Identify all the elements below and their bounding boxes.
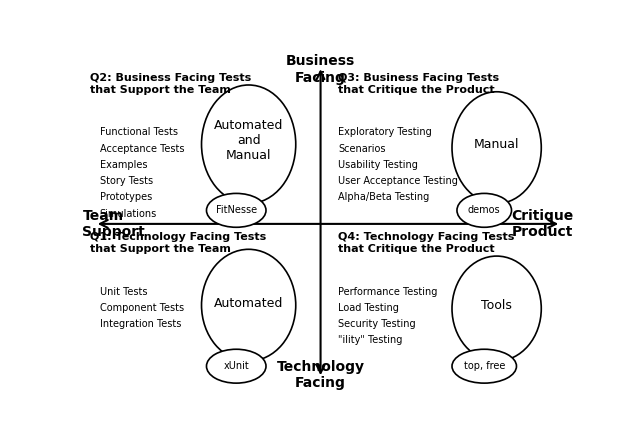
Ellipse shape (452, 349, 516, 383)
Ellipse shape (202, 249, 296, 361)
Text: Story Tests: Story Tests (100, 176, 153, 186)
Text: Usability Testing: Usability Testing (338, 160, 418, 170)
Text: top, free: top, free (463, 361, 505, 371)
Text: Component Tests: Component Tests (100, 303, 184, 313)
Text: xUnit: xUnit (223, 361, 249, 371)
Text: Q1: Technology Facing Tests
that Support the Team: Q1: Technology Facing Tests that Support… (90, 232, 266, 254)
Text: Security Testing: Security Testing (338, 319, 415, 329)
Text: Alpha/Beta Testing: Alpha/Beta Testing (338, 192, 429, 202)
Text: Functional Tests: Functional Tests (100, 127, 178, 137)
Text: "ility" Testing: "ility" Testing (338, 335, 403, 345)
Text: User Acceptance Testing: User Acceptance Testing (338, 176, 458, 186)
Text: demos: demos (468, 205, 500, 215)
Text: Technology
Facing: Technology Facing (276, 360, 365, 390)
Text: FitNesse: FitNesse (216, 205, 257, 215)
Text: Business
Facing: Business Facing (286, 55, 355, 84)
Text: Acceptance Tests: Acceptance Tests (100, 143, 184, 154)
Text: Critique
Product: Critique Product (511, 209, 573, 239)
Ellipse shape (457, 194, 511, 227)
Ellipse shape (207, 194, 266, 227)
Text: Q3: Business Facing Tests
that Critique the Product: Q3: Business Facing Tests that Critique … (338, 73, 499, 95)
Text: Simulations: Simulations (100, 209, 157, 219)
Ellipse shape (207, 349, 266, 383)
Ellipse shape (452, 256, 541, 361)
Text: Integration Tests: Integration Tests (100, 319, 181, 329)
Text: Manual: Manual (474, 138, 520, 151)
Text: Tools: Tools (481, 299, 512, 312)
Ellipse shape (202, 85, 296, 204)
Text: Automated
and
Manual: Automated and Manual (214, 119, 284, 162)
Text: Team
Support: Team Support (83, 209, 145, 239)
Text: Q2: Business Facing Tests
that Support the Team: Q2: Business Facing Tests that Support t… (90, 73, 251, 95)
Text: Performance Testing: Performance Testing (338, 286, 437, 297)
Text: Load Testing: Load Testing (338, 303, 399, 313)
Text: Scenarios: Scenarios (338, 143, 385, 154)
Text: Automated: Automated (214, 297, 284, 310)
Text: Prototypes: Prototypes (100, 192, 152, 202)
Text: Q4: Technology Facing Tests
that Critique the Product: Q4: Technology Facing Tests that Critiqu… (338, 232, 515, 254)
Text: Examples: Examples (100, 160, 147, 170)
Ellipse shape (452, 92, 541, 204)
Text: Unit Tests: Unit Tests (100, 286, 147, 297)
Text: Exploratory Testing: Exploratory Testing (338, 127, 431, 137)
